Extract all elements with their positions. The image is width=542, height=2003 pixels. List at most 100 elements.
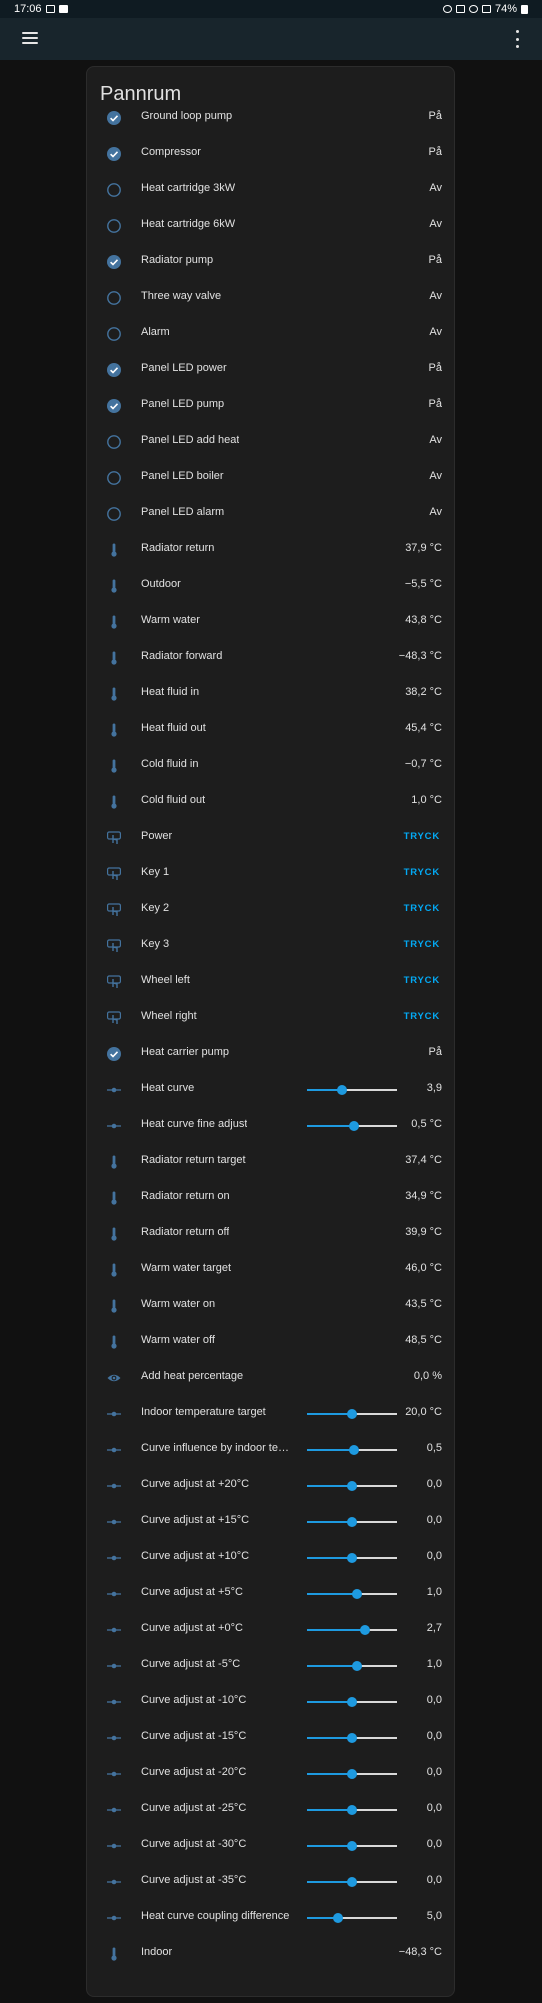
slider-thumb[interactable] bbox=[347, 1733, 357, 1743]
entity-name: Key 3 bbox=[141, 938, 170, 950]
slider-thumb[interactable] bbox=[347, 1877, 357, 1887]
entity-row-heat-curve[interactable]: Heat curve 3,9 bbox=[87, 1072, 454, 1108]
entity-name: Indoor bbox=[141, 1946, 173, 1958]
entity-slider[interactable] bbox=[307, 1589, 397, 1599]
entity-row-curve-adjust-at-20-c[interactable]: Curve adjust at -20°C 0,0 bbox=[87, 1756, 454, 1792]
slider-track bbox=[352, 1557, 397, 1559]
entity-row-wheel-right[interactable]: Wheel right TRYCK bbox=[87, 1000, 454, 1036]
press-button[interactable]: TRYCK bbox=[403, 867, 440, 878]
entity-row-curve-adjust-at-0-c[interactable]: Curve adjust at +0°C 2,7 bbox=[87, 1612, 454, 1648]
entity-row-curve-influence-by-indoor-tem[interactable]: Curve influence by indoor tem... 0,5 bbox=[87, 1432, 454, 1468]
entity-row-heat-carrier-pump[interactable]: Heat carrier pump På bbox=[87, 1036, 454, 1072]
entity-slider[interactable] bbox=[307, 1733, 397, 1743]
entity-slider[interactable] bbox=[307, 1697, 397, 1707]
entity-slider[interactable] bbox=[307, 1625, 397, 1635]
entity-row-key-1[interactable]: Key 1 TRYCK bbox=[87, 856, 454, 892]
slider-thumb[interactable] bbox=[347, 1481, 357, 1491]
slider-thumb[interactable] bbox=[359, 1625, 370, 1635]
entity-row-ground-loop-pump[interactable]: Ground loop pump På bbox=[87, 100, 454, 136]
slider-thumb[interactable] bbox=[348, 1121, 359, 1131]
entity-slider[interactable] bbox=[307, 1553, 397, 1563]
thermometer-icon bbox=[107, 759, 121, 773]
entity-row-wheel-left[interactable]: Wheel left TRYCK bbox=[87, 964, 454, 1000]
slider-thumb[interactable] bbox=[351, 1589, 362, 1599]
entity-row-radiator-pump[interactable]: Radiator pump På bbox=[87, 244, 454, 280]
entity-row-panel-led-add-heat[interactable]: Panel LED add heat Av bbox=[87, 424, 454, 460]
entity-row-heat-curve-fine-adjust[interactable]: Heat curve fine adjust 0,5 °C bbox=[87, 1108, 454, 1144]
slider-thumb[interactable] bbox=[348, 1445, 359, 1455]
more-options-button[interactable] bbox=[514, 30, 520, 48]
slider-thumb[interactable] bbox=[347, 1805, 357, 1815]
entity-row-curve-adjust-at-25-c[interactable]: Curve adjust at -25°C 0,0 bbox=[87, 1792, 454, 1828]
press-button[interactable]: TRYCK bbox=[403, 1011, 440, 1022]
entity-row-curve-adjust-at-15-c[interactable]: Curve adjust at -15°C 0,0 bbox=[87, 1720, 454, 1756]
entity-slider[interactable] bbox=[307, 1517, 397, 1527]
slider-thumb[interactable] bbox=[347, 1769, 357, 1779]
entity-name: Add heat percentage bbox=[141, 1370, 244, 1382]
slider-fill bbox=[307, 1557, 352, 1559]
entity-row-alarm[interactable]: Alarm Av bbox=[87, 316, 454, 352]
slider-thumb[interactable] bbox=[347, 1841, 357, 1851]
entity-row-key-3[interactable]: Key 3 TRYCK bbox=[87, 928, 454, 964]
entity-row-compressor[interactable]: Compressor På bbox=[87, 136, 454, 172]
slider-thumb[interactable] bbox=[351, 1661, 362, 1671]
entity-slider[interactable] bbox=[307, 1913, 397, 1923]
slider-thumb[interactable] bbox=[332, 1913, 343, 1923]
entity-slider[interactable] bbox=[307, 1841, 397, 1851]
entity-row-radiator-return-target: Radiator return target 37,4 °C bbox=[87, 1144, 454, 1180]
slider-fill bbox=[307, 1593, 357, 1595]
entity-row-power[interactable]: Power TRYCK bbox=[87, 820, 454, 856]
press-button[interactable]: TRYCK bbox=[403, 831, 440, 842]
entity-row-curve-adjust-at-15-c[interactable]: Curve adjust at +15°C 0,0 bbox=[87, 1504, 454, 1540]
entity-slider[interactable] bbox=[307, 1409, 397, 1419]
entity-slider[interactable] bbox=[307, 1661, 397, 1671]
entity-name: Outdoor bbox=[141, 578, 181, 590]
thermometer-icon bbox=[107, 687, 121, 701]
entity-row-panel-led-power[interactable]: Panel LED power På bbox=[87, 352, 454, 388]
slider-thumb[interactable] bbox=[347, 1517, 357, 1527]
entity-row-curve-adjust-at-35-c[interactable]: Curve adjust at -35°C 0,0 bbox=[87, 1864, 454, 1900]
entity-row-panel-led-pump[interactable]: Panel LED pump På bbox=[87, 388, 454, 424]
press-button[interactable]: TRYCK bbox=[403, 903, 440, 914]
slider-fill bbox=[307, 1881, 352, 1883]
slider-thumb[interactable] bbox=[337, 1085, 348, 1095]
press-button[interactable]: TRYCK bbox=[403, 939, 440, 950]
slider-thumb[interactable] bbox=[347, 1553, 357, 1563]
entity-row-panel-led-boiler[interactable]: Panel LED boiler Av bbox=[87, 460, 454, 496]
entity-row-heat-curve-coupling-difference[interactable]: Heat curve coupling difference 5,0 bbox=[87, 1900, 454, 1936]
entity-slider[interactable] bbox=[307, 1481, 397, 1491]
entity-row-heat-cartridge-3kw[interactable]: Heat cartridge 3kW Av bbox=[87, 172, 454, 208]
entity-name: Curve adjust at -20°C bbox=[141, 1766, 247, 1778]
entity-slider[interactable] bbox=[307, 1085, 397, 1095]
entity-row-key-2[interactable]: Key 2 TRYCK bbox=[87, 892, 454, 928]
entity-row-curve-adjust-at-5-c[interactable]: Curve adjust at -5°C 1,0 bbox=[87, 1648, 454, 1684]
entity-row-panel-led-alarm[interactable]: Panel LED alarm Av bbox=[87, 496, 454, 532]
entity-row-indoor-temperature-target[interactable]: Indoor temperature target 20,0 °C bbox=[87, 1396, 454, 1432]
ray-vertex-icon bbox=[107, 1623, 121, 1637]
press-button[interactable]: TRYCK bbox=[403, 975, 440, 986]
entity-slider[interactable] bbox=[307, 1877, 397, 1887]
entity-row-curve-adjust-at-30-c[interactable]: Curve adjust at -30°C 0,0 bbox=[87, 1828, 454, 1864]
entity-row-curve-adjust-at-10-c[interactable]: Curve adjust at +10°C 0,0 bbox=[87, 1540, 454, 1576]
app-bar bbox=[0, 18, 542, 60]
entity-name: Heat curve coupling difference bbox=[141, 1910, 290, 1922]
entity-slider[interactable] bbox=[307, 1445, 397, 1455]
slider-thumb[interactable] bbox=[347, 1409, 357, 1419]
entity-row-curve-adjust-at-20-c[interactable]: Curve adjust at +20°C 0,0 bbox=[87, 1468, 454, 1504]
entity-row-curve-adjust-at-10-c[interactable]: Curve adjust at -10°C 0,0 bbox=[87, 1684, 454, 1720]
entity-row-curve-adjust-at-5-c[interactable]: Curve adjust at +5°C 1,0 bbox=[87, 1576, 454, 1612]
entity-row-heat-cartridge-6kw[interactable]: Heat cartridge 6kW Av bbox=[87, 208, 454, 244]
entity-row-three-way-valve[interactable]: Three way valve Av bbox=[87, 280, 454, 316]
state-value: På bbox=[428, 1046, 442, 1058]
ray-vertex-icon bbox=[107, 1659, 121, 1673]
menu-button[interactable] bbox=[22, 32, 38, 46]
entity-name: Heat curve fine adjust bbox=[141, 1118, 248, 1130]
entity-value: 0,0 bbox=[426, 1514, 442, 1526]
entity-slider[interactable] bbox=[307, 1805, 397, 1815]
entity-slider[interactable] bbox=[307, 1121, 397, 1131]
alarm-icon bbox=[442, 5, 452, 13]
entity-name: Panel LED add heat bbox=[141, 434, 240, 446]
thermometer-icon bbox=[107, 795, 121, 809]
slider-thumb[interactable] bbox=[347, 1697, 357, 1707]
entity-slider[interactable] bbox=[307, 1769, 397, 1779]
